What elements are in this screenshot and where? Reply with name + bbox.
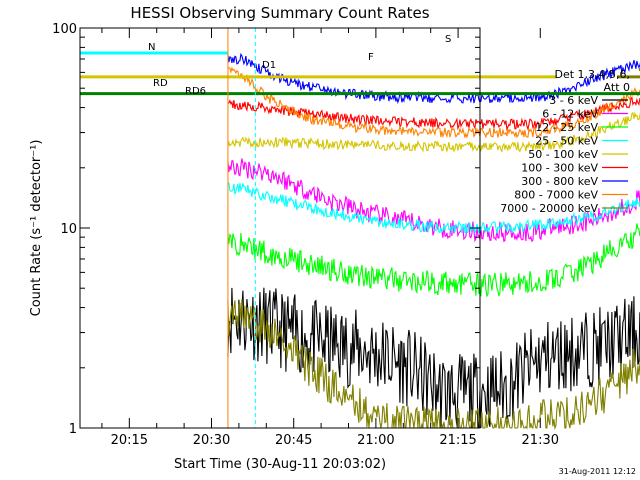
y-tick-label-10: 10 (60, 222, 77, 237)
overlay-layer: N D1 RD RD6 F S (80, 28, 640, 428)
series-100-300-kev (227, 96, 640, 132)
x-tick-label-20-15: 20:15 (111, 433, 148, 448)
y-axis-label: Count Rate (s⁻¹ detector⁻¹) (29, 140, 44, 317)
legend-label-100-300-kev: 100 - 300 keV (521, 162, 598, 175)
series-800-7000-kev (227, 66, 640, 139)
legend-label-6-12-kev: 6 - 12 keV (542, 108, 598, 121)
axes-layer: 20:15 20:30 20:45 21:00 21:15 21:30 1 10 100 (52, 22, 559, 448)
flag-rd: RD (153, 78, 168, 89)
series-12-25-kev (227, 223, 640, 298)
x-tick-label-21-00: 21:00 (357, 433, 394, 448)
series-25-50-kev (227, 182, 640, 234)
legend-label-50-100-kev: 50 - 100 keV (528, 148, 598, 161)
series-3-6-kev (227, 287, 640, 429)
timestamp: 31-Aug-2011 12:12 (559, 467, 636, 476)
series-layer (227, 52, 640, 431)
legend-label-3-6-kev: 3 - 6 keV (549, 94, 598, 107)
legend-label-25-50-kev: 25 - 50 keV (535, 135, 598, 148)
x-tick-label-20-30: 20:30 (193, 433, 230, 448)
legend-header-line: Det 1,3,4,5,6, (554, 68, 630, 81)
flag-f: F (368, 52, 374, 63)
legend-label-300-800-kev: 300 - 800 keV (521, 175, 598, 188)
y-tick-label-100: 100 (52, 22, 77, 37)
flag-s: S (445, 34, 451, 45)
chart-title: HESSI Observing Summary Count Rates (130, 4, 429, 22)
legend-label-800-7000-kev: 800 - 7000 keV (514, 189, 598, 202)
x-axis-label: Start Time (30-Aug-11 20:03:02) (174, 457, 386, 472)
legend-label-7000-20000-kev: 7000 - 20000 keV (500, 202, 598, 215)
x-tick-label-21-15: 21:15 (439, 433, 476, 448)
y-tick-label-1: 1 (69, 422, 77, 437)
series-6-12-kev (227, 158, 640, 243)
x-tick-label-20-45: 20:45 (275, 433, 312, 448)
flag-rd6: RD6 (185, 86, 206, 97)
x-tick-label-21-30: 21:30 (522, 433, 559, 448)
flag-n: N (148, 42, 155, 53)
flag-d1: D1 (262, 60, 276, 71)
series-7000-20000-kev (227, 299, 640, 431)
legend-label-12-25-kev: 12 - 25 keV (535, 121, 598, 134)
series-300-800-kev (227, 52, 640, 105)
series-50-100-kev (227, 111, 640, 153)
legend-header-line: Att 0 (604, 81, 630, 94)
